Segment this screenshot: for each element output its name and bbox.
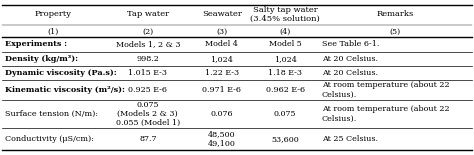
Text: Density (kg/m³):: Density (kg/m³): — [5, 55, 78, 63]
Text: 87.7: 87.7 — [139, 135, 156, 143]
Text: At room temperature (about 22
Celsius).: At room temperature (about 22 Celsius). — [322, 82, 450, 99]
Text: Surface tension (N/m):: Surface tension (N/m): — [5, 110, 98, 118]
Text: 1.18 E-3: 1.18 E-3 — [268, 69, 302, 77]
Text: At room temperature (about 22
Celsius).: At room temperature (about 22 Celsius). — [322, 105, 450, 122]
Text: 0.075: 0.075 — [274, 110, 296, 118]
Text: Salty tap water
(3.45% solution): Salty tap water (3.45% solution) — [250, 6, 320, 23]
Text: Remarks: Remarks — [377, 10, 414, 18]
Text: Tap water: Tap water — [127, 10, 169, 18]
Text: At 20 Celsius.: At 20 Celsius. — [322, 55, 378, 63]
Text: Conductivity (μS/cm):: Conductivity (μS/cm): — [5, 135, 94, 143]
Text: Dynamic viscosity (Pa.s):: Dynamic viscosity (Pa.s): — [5, 69, 117, 77]
Text: Seawater: Seawater — [202, 10, 242, 18]
Text: Models 1, 2 & 3: Models 1, 2 & 3 — [116, 40, 180, 48]
Text: (5): (5) — [390, 27, 401, 35]
Text: Model 4: Model 4 — [205, 40, 238, 48]
Text: (2): (2) — [142, 27, 154, 35]
Text: 0.962 E-6: 0.962 E-6 — [265, 86, 305, 94]
Text: Kinematic viscosity (m²/s):: Kinematic viscosity (m²/s): — [5, 86, 125, 94]
Text: 48,500
49,100: 48,500 49,100 — [208, 131, 236, 148]
Text: At 20 Celsius.: At 20 Celsius. — [322, 69, 378, 77]
Text: (1): (1) — [47, 27, 58, 35]
Text: Model 5: Model 5 — [269, 40, 301, 48]
Text: 1,024: 1,024 — [210, 55, 233, 63]
Text: See Table 6-1.: See Table 6-1. — [322, 40, 379, 48]
Text: 0.076: 0.076 — [210, 110, 233, 118]
Text: 1.22 E-3: 1.22 E-3 — [205, 69, 239, 77]
Text: 1.015 E-3: 1.015 E-3 — [128, 69, 167, 77]
Text: 998.2: 998.2 — [137, 55, 159, 63]
Text: Property: Property — [34, 10, 71, 18]
Text: 1,024: 1,024 — [273, 55, 297, 63]
Text: 0.075
(Models 2 & 3)
0.055 (Model 1): 0.075 (Models 2 & 3) 0.055 (Model 1) — [116, 101, 180, 127]
Text: 0.925 E-6: 0.925 E-6 — [128, 86, 167, 94]
Text: 0.971 E-6: 0.971 E-6 — [202, 86, 241, 94]
Text: At 25 Celsius.: At 25 Celsius. — [322, 135, 378, 143]
Text: (4): (4) — [279, 27, 291, 35]
Text: (3): (3) — [216, 27, 228, 35]
Text: Experiments :: Experiments : — [5, 40, 67, 48]
Text: 53,600: 53,600 — [271, 135, 299, 143]
